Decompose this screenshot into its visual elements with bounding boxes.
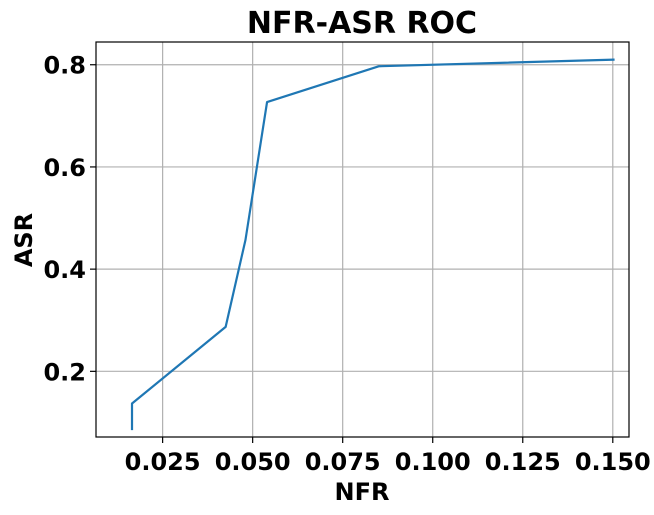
chart-title: NFR-ASR ROC bbox=[247, 6, 477, 41]
y-tick-label: 0.8 bbox=[43, 52, 86, 80]
x-tick-label: 0.025 bbox=[125, 448, 201, 476]
x-tick-label: 0.150 bbox=[575, 448, 651, 476]
x-tick-label: 0.050 bbox=[215, 448, 291, 476]
roc-series-line bbox=[130, 58, 615, 431]
x-tick-label: 0.125 bbox=[485, 448, 561, 476]
y-tick-label: 0.2 bbox=[43, 358, 86, 386]
y-tick-label: 0.6 bbox=[43, 154, 86, 182]
x-axis-label: NFR bbox=[335, 478, 390, 506]
axis-ticks: 0.025 0.050 0.075 0.100 0.125 0.150 0.2 0.4 0.6 0… bbox=[43, 52, 650, 476]
y-axis-label: ASR bbox=[10, 213, 38, 267]
x-tick-label: 0.075 bbox=[305, 448, 381, 476]
series-layer bbox=[130, 58, 615, 431]
x-tick-label: 0.100 bbox=[395, 448, 471, 476]
grid-lines bbox=[96, 42, 629, 437]
y-tick-label: 0.4 bbox=[43, 256, 86, 284]
plot-frame bbox=[95, 41, 630, 438]
